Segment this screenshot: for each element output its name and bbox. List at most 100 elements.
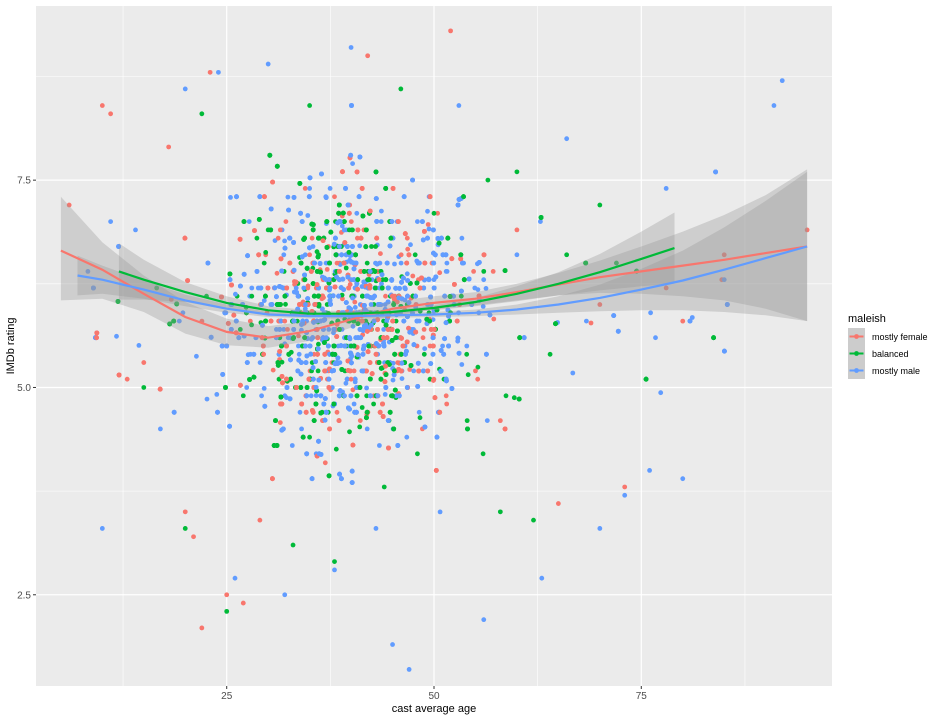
data-point — [300, 434, 306, 440]
data-point — [247, 318, 253, 324]
data-point — [310, 281, 316, 286]
data-point — [291, 195, 297, 200]
data-point — [521, 335, 527, 341]
data-point — [379, 208, 384, 214]
data-point — [331, 343, 337, 349]
data-point — [722, 348, 727, 354]
data-point — [238, 382, 243, 388]
data-point — [313, 359, 318, 364]
data-point — [364, 415, 369, 421]
data-point — [308, 393, 314, 399]
data-point — [323, 260, 329, 266]
data-point — [287, 260, 293, 266]
data-point — [401, 194, 407, 200]
data-point — [476, 260, 482, 265]
data-point — [280, 380, 285, 386]
data-point — [116, 372, 122, 378]
data-point — [459, 235, 465, 241]
data-point — [390, 377, 396, 383]
data-point — [420, 335, 426, 341]
data-point — [311, 319, 317, 325]
data-point — [176, 318, 182, 324]
data-point — [353, 252, 358, 258]
data-point — [307, 343, 313, 349]
data-point — [332, 361, 338, 367]
data-point — [395, 219, 401, 225]
data-point — [458, 252, 464, 258]
data-point — [363, 227, 369, 233]
data-point — [394, 299, 400, 305]
data-point — [355, 277, 361, 283]
data-point — [428, 361, 434, 366]
data-point — [330, 351, 335, 357]
legend-label: mostly male — [872, 366, 920, 376]
data-point — [276, 376, 282, 382]
data-point — [348, 351, 354, 357]
data-point — [377, 443, 382, 448]
data-point — [316, 451, 322, 457]
major-gridlines — [36, 6, 832, 686]
data-point — [459, 288, 464, 294]
data-point — [345, 202, 351, 208]
data-point — [421, 368, 426, 374]
data-point — [348, 393, 354, 399]
data-point — [553, 321, 558, 327]
data-point — [389, 219, 395, 225]
data-point — [721, 277, 727, 283]
data-point — [491, 316, 497, 322]
data-point — [425, 208, 430, 214]
data-point — [136, 343, 142, 348]
data-point — [367, 285, 373, 291]
data-point — [383, 363, 388, 369]
data-point — [313, 385, 319, 390]
data-point — [341, 227, 347, 233]
data-point — [315, 351, 320, 357]
data-point — [327, 298, 333, 303]
data-point — [291, 335, 296, 341]
data-point — [373, 285, 378, 291]
data-point — [663, 285, 669, 291]
data-point — [249, 285, 255, 291]
data-point — [390, 642, 395, 647]
data-point — [304, 385, 310, 390]
data-point — [265, 61, 271, 67]
data-point — [254, 269, 260, 274]
data-point — [215, 409, 220, 415]
data-point — [348, 152, 354, 158]
data-point — [360, 213, 366, 219]
data-point — [444, 401, 450, 407]
data-point — [317, 261, 323, 266]
data-point — [309, 309, 315, 314]
y-axis-title: IMDb rating — [5, 318, 17, 375]
data-point — [323, 195, 329, 200]
data-point — [421, 285, 427, 291]
data-point — [342, 393, 347, 399]
data-point — [339, 367, 345, 372]
data-point — [713, 169, 718, 175]
data-point — [422, 346, 428, 352]
data-point — [389, 277, 395, 283]
data-point — [124, 376, 130, 382]
data-point — [433, 468, 439, 473]
x-tick-label: 25 — [221, 691, 233, 702]
legend-title: maleish — [848, 313, 886, 325]
data-point — [233, 318, 239, 324]
data-point — [416, 260, 422, 266]
data-point — [302, 186, 308, 191]
data-point — [274, 294, 279, 300]
data-point — [432, 252, 438, 258]
data-point — [411, 342, 417, 348]
data-point — [332, 194, 337, 200]
data-point — [304, 451, 310, 457]
data-point — [262, 194, 267, 200]
data-point — [379, 281, 384, 287]
data-point — [597, 526, 603, 531]
data-point — [305, 296, 311, 301]
data-point — [379, 285, 385, 291]
data-point — [205, 260, 211, 266]
data-point — [397, 286, 402, 291]
data-point — [658, 390, 664, 396]
data-point — [108, 111, 114, 117]
data-point — [233, 291, 238, 297]
data-point — [406, 252, 412, 258]
